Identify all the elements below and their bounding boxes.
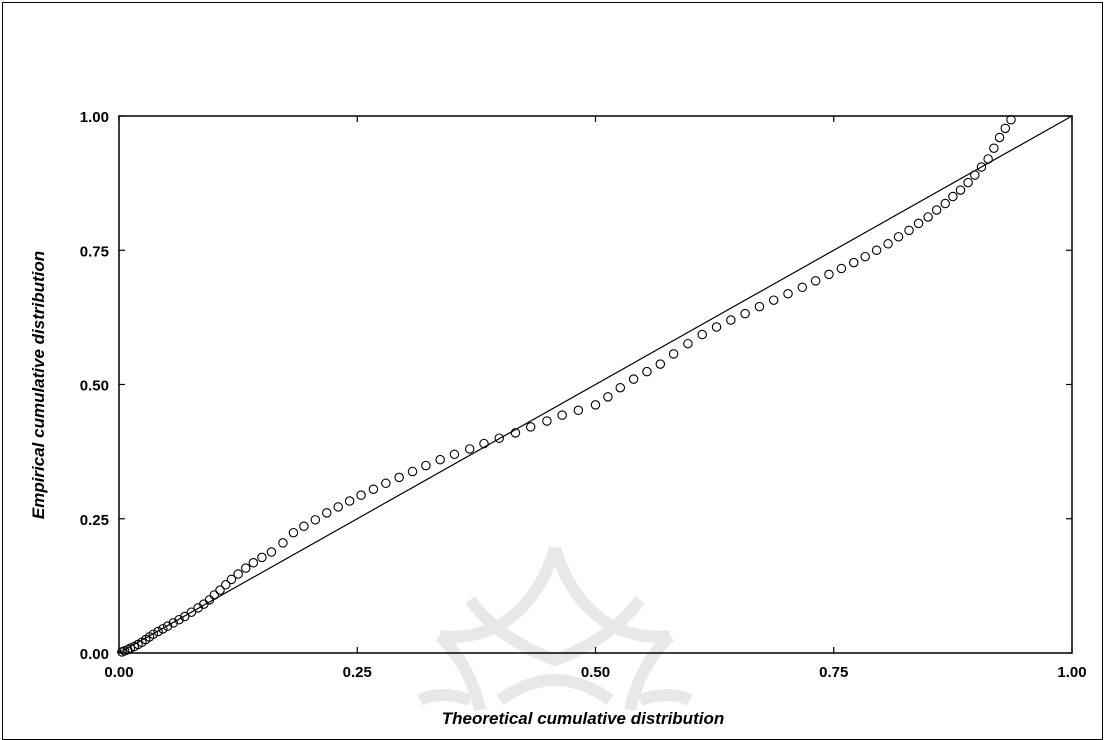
data-point — [849, 257, 859, 268]
x-tick-label: 0.25 — [343, 664, 372, 681]
data-point — [394, 472, 404, 483]
data-point — [1000, 123, 1011, 134]
x-tick-label: 0.50 — [581, 664, 610, 681]
data-point — [976, 162, 987, 172]
data-point — [783, 288, 793, 299]
x-tick-label: 1.00 — [1057, 664, 1086, 681]
data-point — [603, 392, 613, 402]
data-point — [683, 338, 693, 349]
data-point — [525, 422, 536, 432]
data-point — [381, 478, 391, 489]
data-point — [220, 580, 231, 590]
data-point — [573, 405, 584, 416]
data-point — [464, 444, 475, 454]
data-point — [288, 527, 299, 538]
data-point — [333, 502, 343, 512]
data-point — [248, 558, 259, 568]
y-axis-title: Empirical cumulative distribution — [29, 251, 48, 519]
data-point — [970, 170, 980, 180]
data-point — [810, 276, 821, 286]
data-point — [168, 618, 179, 628]
data-point — [204, 595, 215, 605]
data-point — [913, 218, 924, 229]
data-point — [240, 563, 251, 573]
data-point — [860, 251, 870, 262]
data-point — [180, 611, 190, 622]
data-point — [209, 590, 220, 600]
data-point — [931, 205, 942, 215]
data-point — [628, 374, 639, 384]
x-axis-title: Theoretical cumulative distribution — [442, 709, 724, 728]
data-point — [1006, 115, 1016, 125]
data-point — [655, 359, 666, 369]
data-point — [542, 416, 552, 426]
data-point — [989, 143, 999, 153]
data-point — [158, 624, 168, 634]
data-point — [299, 521, 309, 532]
data-point — [356, 490, 366, 500]
data-point — [449, 449, 460, 460]
data-point — [435, 454, 445, 465]
data-point — [754, 301, 765, 312]
data-point — [893, 232, 904, 242]
data-point — [557, 410, 567, 420]
x-tick-label: 0.75 — [819, 664, 848, 681]
data-point — [479, 438, 489, 449]
data-point — [407, 466, 418, 477]
y-tick-label: 0.25 — [80, 512, 109, 529]
data-point — [174, 614, 184, 625]
data-point — [904, 225, 914, 236]
data-point — [697, 329, 707, 340]
data-point — [963, 177, 973, 188]
y-tick-label: 0.75 — [80, 243, 109, 260]
data-point — [768, 295, 779, 305]
data-point — [266, 547, 277, 557]
y-tick-label: 1.00 — [80, 109, 109, 126]
data-point — [226, 574, 237, 585]
data-point — [322, 508, 332, 518]
data-point — [421, 460, 431, 471]
data-point — [836, 263, 847, 274]
data-point — [162, 621, 173, 631]
data-point — [510, 428, 521, 438]
data-point — [740, 308, 750, 319]
data-point — [923, 212, 933, 222]
data-point — [994, 132, 1005, 143]
data-point — [215, 585, 225, 595]
data-point — [824, 269, 834, 280]
data-point — [955, 185, 966, 195]
data-point — [186, 607, 197, 617]
data-point — [368, 484, 379, 494]
data-point — [310, 515, 321, 525]
data-point — [148, 629, 159, 639]
data-point — [871, 245, 882, 256]
data-point — [948, 191, 958, 202]
data-point — [257, 552, 267, 563]
data-point — [590, 400, 601, 410]
data-point — [940, 198, 951, 209]
x-tick-label: 0.00 — [104, 664, 133, 681]
data-point — [711, 322, 722, 332]
data-point — [883, 239, 893, 249]
data-point — [615, 382, 626, 393]
data-point — [726, 315, 736, 325]
y-tick-label: 0.50 — [80, 378, 109, 395]
y-tick-label: 0.00 — [80, 646, 109, 663]
data-point — [797, 282, 808, 293]
data-point — [494, 433, 504, 443]
data-point — [344, 496, 355, 506]
data-point — [233, 569, 243, 579]
data-point — [153, 626, 163, 637]
reference-line — [118, 115, 1073, 654]
data-point — [983, 154, 993, 164]
data-point — [668, 349, 679, 359]
data-point — [278, 538, 288, 548]
data-point — [642, 366, 652, 377]
